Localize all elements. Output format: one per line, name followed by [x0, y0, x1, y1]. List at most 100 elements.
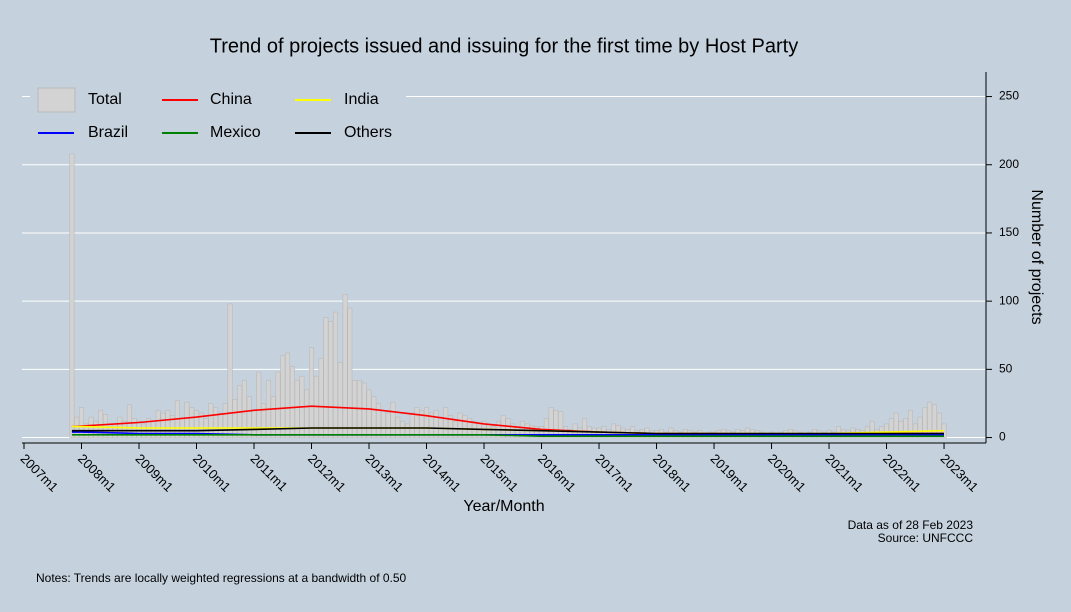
bar — [227, 303, 233, 438]
x-tick-label: 2013m1 — [362, 451, 406, 495]
bar — [376, 403, 382, 438]
bar — [433, 409, 439, 438]
bar — [424, 407, 430, 438]
x-tick-label: 2021m1 — [822, 451, 866, 495]
x-tick-label: 2007m1 — [17, 451, 61, 495]
bar — [922, 407, 928, 438]
x-tick-label: 2022m1 — [880, 451, 924, 495]
bar — [491, 426, 497, 438]
bar — [241, 379, 247, 438]
bar — [610, 423, 616, 438]
bar — [289, 366, 295, 438]
bar — [165, 409, 171, 438]
x-tick-label: 2011m1 — [247, 451, 290, 494]
bar — [936, 412, 942, 438]
bar — [222, 403, 228, 438]
bar — [342, 294, 348, 438]
bar — [232, 399, 238, 438]
bar — [155, 409, 161, 438]
y-tick-label: 200 — [999, 157, 1019, 171]
x-axis-title: Year/Month — [463, 498, 544, 515]
bar — [385, 412, 391, 438]
bar — [553, 409, 559, 438]
bar — [884, 423, 890, 438]
bar — [217, 412, 223, 438]
x-tick-label: 2015m1 — [477, 451, 521, 495]
bar — [93, 420, 99, 438]
bar — [246, 396, 252, 438]
bar — [347, 307, 353, 438]
bar — [457, 412, 463, 438]
bar — [122, 420, 128, 438]
x-tick-label: 2012m1 — [305, 451, 349, 495]
bar — [903, 418, 909, 438]
legend-label: Total — [88, 91, 122, 108]
bar — [304, 389, 310, 438]
bar — [927, 401, 933, 438]
legend-label: China — [210, 91, 252, 108]
legend-swatch — [37, 87, 76, 113]
bar — [419, 409, 425, 438]
bar — [189, 407, 195, 438]
bar — [898, 420, 904, 438]
chart-title: Trend of projects issued and issuing for… — [210, 35, 798, 57]
x-tick-label: 2019m1 — [707, 451, 751, 495]
bar — [337, 362, 343, 438]
legend-box — [30, 80, 406, 148]
bar — [102, 414, 108, 438]
x-tick-label: 2016m1 — [535, 451, 579, 495]
bar — [323, 317, 329, 438]
x-tick-label: 2008m1 — [75, 451, 119, 495]
x-tick-label: 2020m1 — [765, 451, 809, 495]
source-text: Source: UNFCCC — [878, 531, 974, 545]
bar — [318, 358, 324, 438]
bar — [371, 396, 377, 438]
y-tick-label: 50 — [999, 362, 1013, 376]
bar — [194, 409, 200, 438]
bar — [98, 409, 104, 438]
bar — [275, 371, 281, 438]
bar — [361, 382, 367, 438]
legend-label: Mexico — [210, 124, 261, 141]
x-tick-label: 2017m1 — [592, 451, 636, 495]
bar — [261, 403, 267, 438]
bar — [414, 407, 420, 438]
bar — [505, 418, 511, 438]
bar — [294, 379, 300, 438]
bar — [917, 416, 923, 438]
bar — [136, 420, 142, 438]
bar — [332, 311, 338, 438]
bar — [208, 403, 214, 438]
bar — [390, 401, 396, 438]
bar — [529, 424, 535, 438]
source-text: Data as of 28 Feb 2023 — [848, 518, 974, 532]
bar — [519, 420, 525, 438]
trend-line — [71, 434, 944, 437]
bar — [606, 429, 612, 438]
x-tick-label: 2009m1 — [132, 451, 176, 495]
bar — [462, 415, 468, 438]
bar — [69, 153, 75, 438]
y-tick-label: 150 — [999, 225, 1019, 239]
x-tick-label: 2010m1 — [190, 451, 234, 495]
x-tick-label: 2014m1 — [420, 451, 464, 495]
bar — [328, 321, 334, 438]
y-tick-label: 0 — [999, 430, 1006, 444]
bar — [447, 415, 453, 438]
bar — [582, 418, 588, 438]
bar — [366, 389, 372, 438]
bar — [251, 409, 257, 438]
bar — [309, 347, 315, 438]
bar — [539, 426, 545, 438]
bar — [409, 412, 415, 438]
bar — [869, 420, 875, 438]
bar — [170, 415, 176, 438]
bar — [558, 411, 564, 438]
bar — [213, 407, 219, 438]
bar — [443, 407, 449, 438]
bar — [836, 426, 842, 438]
bar — [534, 426, 540, 438]
legend-label: Brazil — [88, 124, 128, 141]
